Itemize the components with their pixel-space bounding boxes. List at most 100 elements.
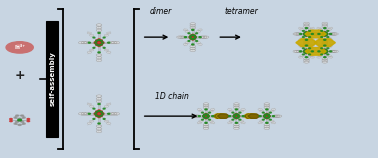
Circle shape xyxy=(191,48,195,49)
Circle shape xyxy=(82,42,86,44)
Circle shape xyxy=(305,45,308,46)
Circle shape xyxy=(328,29,331,30)
Circle shape xyxy=(198,109,201,110)
Circle shape xyxy=(233,116,235,117)
Ellipse shape xyxy=(204,117,205,118)
Circle shape xyxy=(14,117,17,118)
Ellipse shape xyxy=(100,44,102,46)
Circle shape xyxy=(235,122,237,123)
Ellipse shape xyxy=(96,40,98,42)
Circle shape xyxy=(299,57,302,58)
Circle shape xyxy=(229,116,231,117)
Circle shape xyxy=(270,110,274,112)
Circle shape xyxy=(234,107,239,109)
Circle shape xyxy=(192,29,194,30)
Circle shape xyxy=(304,41,309,43)
Text: In³⁺: In³⁺ xyxy=(14,45,25,50)
Circle shape xyxy=(322,59,327,61)
Circle shape xyxy=(240,121,243,122)
Circle shape xyxy=(322,52,324,53)
Circle shape xyxy=(207,114,209,115)
Circle shape xyxy=(88,113,90,114)
Circle shape xyxy=(204,36,208,38)
Ellipse shape xyxy=(96,111,98,113)
Circle shape xyxy=(302,54,304,55)
Circle shape xyxy=(209,112,211,113)
Circle shape xyxy=(304,40,309,42)
Ellipse shape xyxy=(207,114,208,115)
Circle shape xyxy=(17,45,20,47)
Circle shape xyxy=(302,30,304,31)
Ellipse shape xyxy=(265,117,266,118)
Circle shape xyxy=(191,46,195,47)
Ellipse shape xyxy=(190,35,192,36)
Circle shape xyxy=(198,122,201,123)
Circle shape xyxy=(322,51,324,52)
Circle shape xyxy=(184,37,187,38)
Ellipse shape xyxy=(325,32,327,33)
Circle shape xyxy=(304,44,309,46)
Circle shape xyxy=(308,48,310,49)
Circle shape xyxy=(79,113,84,115)
Circle shape xyxy=(190,35,192,36)
Circle shape xyxy=(268,114,270,115)
Circle shape xyxy=(98,103,100,104)
Circle shape xyxy=(93,108,95,109)
Ellipse shape xyxy=(305,35,307,36)
Circle shape xyxy=(273,115,277,117)
Circle shape xyxy=(246,115,251,117)
Ellipse shape xyxy=(208,115,209,117)
Circle shape xyxy=(96,40,98,41)
Circle shape xyxy=(102,113,104,114)
Ellipse shape xyxy=(100,115,102,117)
Ellipse shape xyxy=(263,115,265,117)
Ellipse shape xyxy=(307,50,308,51)
Circle shape xyxy=(312,33,316,35)
Circle shape xyxy=(329,39,332,40)
Ellipse shape xyxy=(235,113,237,115)
Circle shape xyxy=(330,33,332,34)
Circle shape xyxy=(327,48,329,49)
Circle shape xyxy=(194,115,198,117)
Circle shape xyxy=(259,109,262,110)
Circle shape xyxy=(97,131,101,132)
Circle shape xyxy=(318,45,321,46)
Ellipse shape xyxy=(194,36,197,38)
Ellipse shape xyxy=(192,34,194,36)
Circle shape xyxy=(105,121,108,122)
Circle shape xyxy=(109,42,114,44)
Circle shape xyxy=(22,117,25,118)
Circle shape xyxy=(326,51,328,52)
Circle shape xyxy=(295,50,300,52)
Circle shape xyxy=(307,52,309,53)
Circle shape xyxy=(268,117,270,118)
Circle shape xyxy=(239,112,241,113)
Circle shape xyxy=(332,50,336,52)
Circle shape xyxy=(209,110,213,112)
Circle shape xyxy=(93,118,95,119)
Circle shape xyxy=(97,57,101,59)
Circle shape xyxy=(98,52,100,53)
Circle shape xyxy=(96,111,98,112)
Ellipse shape xyxy=(324,35,326,36)
Ellipse shape xyxy=(94,42,97,44)
Circle shape xyxy=(191,27,195,29)
Circle shape xyxy=(299,27,302,29)
Ellipse shape xyxy=(101,113,104,115)
Circle shape xyxy=(191,23,195,25)
Circle shape xyxy=(216,115,220,117)
Circle shape xyxy=(304,51,305,52)
Circle shape xyxy=(260,110,263,112)
Circle shape xyxy=(201,112,203,113)
Circle shape xyxy=(79,42,84,44)
Circle shape xyxy=(321,48,323,49)
Circle shape xyxy=(265,107,269,109)
Circle shape xyxy=(294,33,298,35)
Circle shape xyxy=(97,125,101,127)
Circle shape xyxy=(205,114,207,115)
Text: 1D chain: 1D chain xyxy=(155,92,189,101)
Ellipse shape xyxy=(323,50,324,51)
Ellipse shape xyxy=(266,113,268,115)
Ellipse shape xyxy=(98,115,101,118)
Circle shape xyxy=(97,59,101,61)
